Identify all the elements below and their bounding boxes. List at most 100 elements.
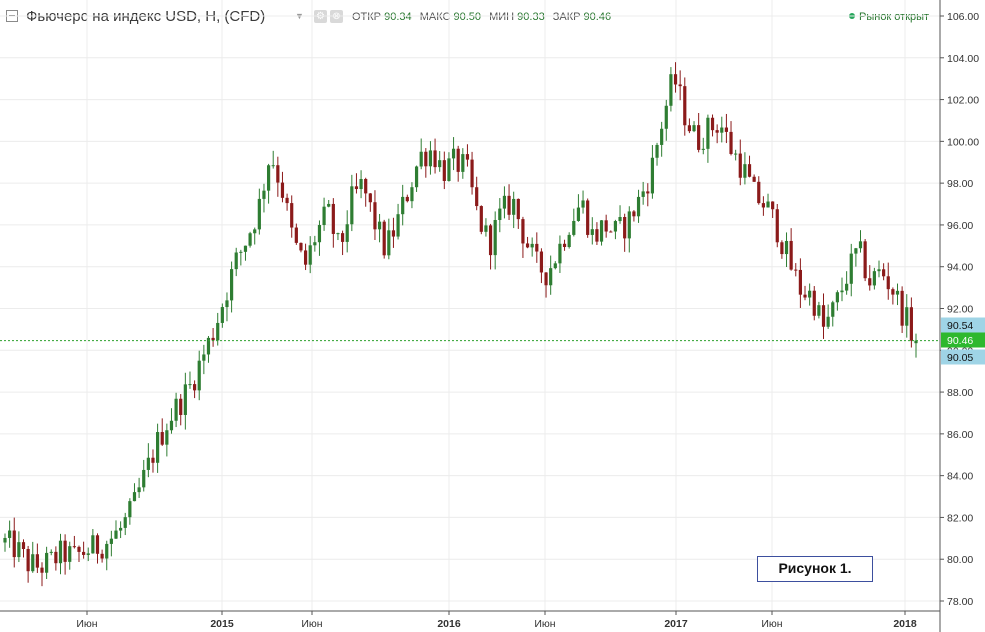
candle-body [535, 243, 539, 252]
y-tick-label: 96.00 [947, 220, 973, 232]
candle-body [905, 307, 909, 326]
x-tick-label: 2017 [664, 618, 688, 630]
candle-body [105, 543, 109, 559]
candle-body [743, 164, 747, 178]
candle-body [169, 420, 174, 431]
x-tick-label: Июн [76, 618, 97, 630]
price-tag [941, 317, 985, 333]
candle-body [586, 200, 590, 235]
candle-body [784, 240, 789, 255]
candle-body [396, 214, 400, 237]
candle-body [849, 253, 853, 284]
x-tick-label: Июн [534, 618, 555, 630]
candle-body [331, 203, 335, 234]
candle-body [488, 225, 493, 256]
candle-body [54, 551, 58, 564]
candle-body [322, 206, 326, 226]
candle-body [502, 195, 507, 209]
candle-body [77, 546, 81, 552]
x-tick-label: 2018 [893, 618, 917, 630]
candle-body [82, 551, 86, 555]
close-label: ЗАКР [552, 11, 581, 23]
candle-body [641, 191, 645, 197]
candle-body [137, 487, 141, 493]
high-value: 90.50 [453, 11, 482, 23]
candle-body [553, 263, 557, 269]
candle-body [720, 127, 724, 133]
y-tick-label: 98.00 [947, 178, 973, 190]
candle-body [142, 469, 146, 488]
candle-body [428, 150, 433, 167]
candle-body [599, 220, 604, 242]
candle-body [882, 269, 886, 277]
candle-body [817, 305, 821, 316]
candle-body [202, 354, 206, 361]
candle-body [8, 530, 12, 538]
candle-body [479, 206, 483, 232]
candle-body [660, 128, 664, 145]
candle-body [525, 243, 530, 248]
candle-body [715, 130, 719, 133]
candle-body [683, 86, 687, 126]
low-label: МИН [489, 11, 515, 23]
candle-body [794, 269, 798, 271]
candle-body [507, 195, 511, 215]
open-value: 90.34 [384, 11, 412, 23]
candle-body [692, 125, 696, 132]
candle-body [673, 74, 678, 85]
candle-body [424, 151, 428, 167]
candle-body [401, 196, 405, 215]
candle-body [835, 292, 839, 303]
candle-body [364, 178, 368, 194]
candle-body [414, 166, 419, 188]
candle-body [493, 220, 497, 256]
candle-body [359, 178, 363, 190]
candle-body [845, 283, 849, 291]
candle-body [211, 337, 215, 341]
candle-body [775, 209, 779, 243]
y-tick-label: 78.00 [947, 596, 973, 608]
candle-body [410, 187, 414, 202]
candle-body [595, 229, 599, 242]
candle-body [539, 251, 544, 273]
candle-body [183, 384, 187, 415]
candle-body [405, 196, 409, 202]
candle-body [225, 300, 229, 308]
candle-body [345, 224, 349, 242]
candle-body [253, 229, 257, 234]
candle-body [609, 231, 613, 233]
candle-body [68, 546, 72, 562]
candle-body [442, 160, 446, 181]
candle-body [636, 196, 641, 217]
y-tick-label: 104.00 [947, 53, 979, 65]
candle-body [294, 227, 298, 243]
candle-body [95, 535, 100, 554]
candle-body [119, 527, 123, 531]
y-tick-label: 94.00 [947, 262, 973, 274]
candle-body [229, 269, 234, 301]
x-tick-label: 2016 [437, 618, 461, 630]
candle-body [512, 198, 516, 215]
candle-body [678, 84, 682, 87]
y-tick-label: 102.00 [947, 95, 979, 107]
price-tag [941, 332, 985, 348]
candle-body [900, 290, 904, 326]
candle-body [285, 197, 289, 204]
y-tick-label: 100.00 [947, 136, 979, 148]
candle-body [530, 243, 534, 248]
candle-body [729, 131, 733, 154]
candle-body [40, 567, 44, 573]
candle-body [114, 530, 118, 539]
candle-body [766, 201, 770, 208]
candle-body [650, 157, 655, 194]
candle-body [165, 430, 169, 445]
candle-body [909, 307, 913, 341]
candle-body [123, 517, 127, 528]
candle-body [271, 165, 275, 167]
candle-body [886, 276, 890, 290]
candle-body [91, 535, 95, 554]
candle-body [17, 542, 21, 558]
candle-body [831, 302, 835, 317]
candle-body [26, 549, 30, 572]
